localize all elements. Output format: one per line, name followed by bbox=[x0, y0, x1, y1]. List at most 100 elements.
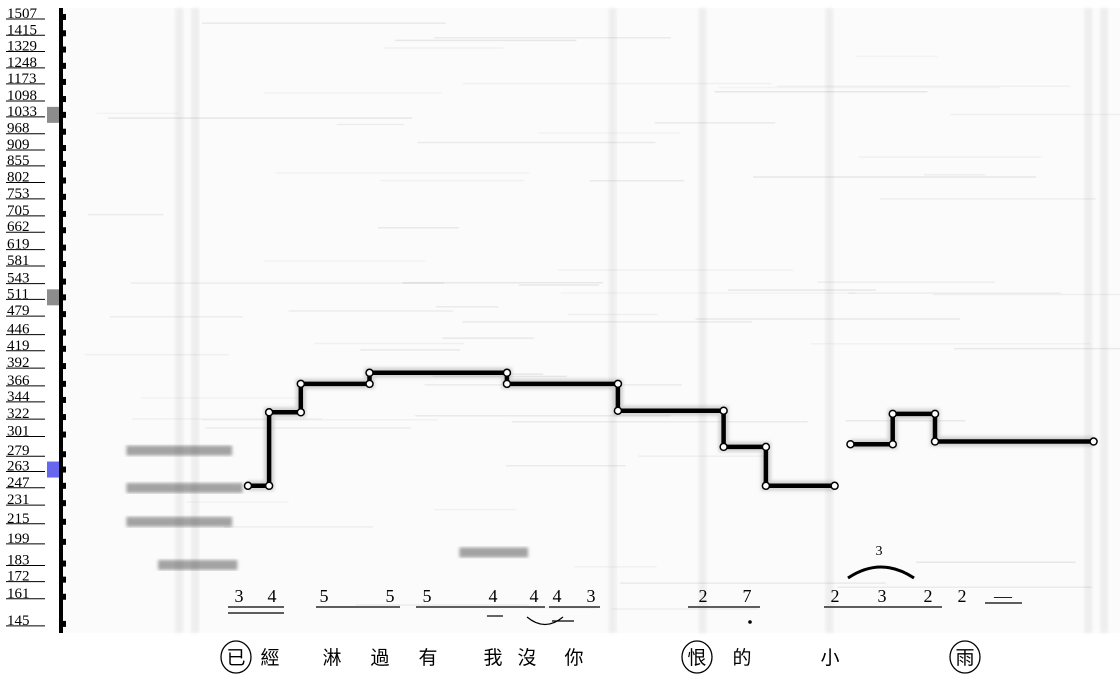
y-tick-label: 543 bbox=[7, 271, 30, 287]
y-tick-label: 215 bbox=[7, 511, 30, 527]
pitch-node bbox=[830, 481, 839, 491]
tick-mark bbox=[59, 620, 66, 627]
pitch-node bbox=[1089, 437, 1098, 446]
triplet-label: 3 bbox=[876, 544, 883, 559]
y-tick-label: 581 bbox=[7, 253, 30, 269]
tick-mark bbox=[59, 145, 66, 152]
y-tick-label: 705 bbox=[7, 203, 30, 219]
tick-mark bbox=[59, 78, 66, 85]
jianpu-underlines bbox=[228, 602, 1022, 626]
accompaniment-bands bbox=[126, 445, 529, 570]
onset-smear bbox=[1084, 8, 1093, 633]
pitch-node bbox=[930, 409, 940, 419]
tick-mark bbox=[59, 396, 66, 403]
tick-mark bbox=[59, 593, 66, 600]
jianpu-note: 3 bbox=[878, 586, 887, 606]
pitch-node bbox=[502, 379, 512, 389]
tick-mark bbox=[59, 177, 66, 184]
pitch-node bbox=[613, 379, 623, 389]
tick-mark bbox=[59, 227, 66, 234]
pitch-node bbox=[761, 481, 771, 491]
spectrogram-noise bbox=[84, 8, 1120, 633]
jianpu-note: 2 bbox=[831, 586, 840, 606]
pitch-node bbox=[243, 481, 253, 491]
tick-mark bbox=[59, 261, 66, 268]
accompaniment-band bbox=[126, 482, 243, 493]
tick-mark bbox=[59, 482, 66, 489]
y-tick-label: 199 bbox=[7, 531, 30, 547]
y-tick-label: 247 bbox=[7, 475, 30, 491]
pitch-trace bbox=[248, 370, 1094, 489]
pitch-node bbox=[296, 408, 306, 417]
tick-mark bbox=[59, 518, 66, 525]
jianpu-notation: 3 4 5 5 5 4 4 4 3 2 7 2 3 2 2 —3已經淋過有我沒你恨的小雨 bbox=[220, 544, 1022, 674]
lyric-char: 沒 bbox=[517, 647, 536, 669]
pitch-node bbox=[365, 368, 374, 378]
y-tick-label: 855 bbox=[7, 153, 30, 169]
tick-mark bbox=[59, 62, 66, 69]
y-tick-label: 366 bbox=[7, 373, 30, 389]
lyric-char: 你 bbox=[564, 647, 583, 669]
y-tick-label: 322 bbox=[7, 406, 30, 422]
tick-highlight bbox=[47, 289, 59, 306]
pitch-node bbox=[502, 368, 512, 378]
lyric-char: 我 bbox=[483, 647, 502, 669]
y-tick-label: 344 bbox=[7, 389, 30, 405]
lyric-char: 的 bbox=[732, 647, 751, 669]
triplet-slur bbox=[847, 565, 915, 580]
pitch-node bbox=[613, 406, 623, 415]
jianpu-note: 4 bbox=[268, 586, 277, 606]
y-tick-label: 419 bbox=[7, 338, 30, 354]
pitch-node bbox=[264, 481, 274, 491]
lyric-char: 已 bbox=[226, 647, 245, 669]
tick-mark bbox=[59, 244, 66, 251]
lyric-circles bbox=[220, 640, 981, 674]
y-tick-label: 392 bbox=[7, 355, 30, 371]
tick-mark bbox=[59, 329, 66, 336]
y-tick-label: 662 bbox=[7, 219, 30, 235]
y-tick-label: 909 bbox=[7, 137, 30, 153]
y-tick-label: 1173 bbox=[7, 71, 36, 87]
tick-mark bbox=[59, 538, 66, 545]
tick-mark bbox=[59, 210, 66, 217]
y-tick-label: 1415 bbox=[7, 22, 37, 38]
tick-mark bbox=[59, 414, 66, 421]
accompaniment-band bbox=[126, 516, 233, 527]
tick-mark bbox=[59, 30, 66, 37]
fundamental-pitch-trace bbox=[243, 367, 1098, 491]
y-tick-label: 183 bbox=[7, 553, 30, 569]
tick-mark bbox=[59, 160, 66, 167]
jianpu-note: 5 bbox=[386, 586, 395, 606]
tick-mark bbox=[59, 111, 66, 118]
jianpu-note: 7 bbox=[743, 586, 752, 606]
y-tick-label: 802 bbox=[7, 169, 30, 185]
onset-smear bbox=[191, 8, 200, 633]
lyric-char: 過 bbox=[370, 647, 389, 669]
y-tick-label: 511 bbox=[7, 286, 29, 302]
onset-smear bbox=[825, 8, 834, 633]
tick-mark bbox=[59, 128, 66, 135]
tick-mark bbox=[59, 96, 66, 103]
pitch-node bbox=[930, 437, 940, 446]
y-tick-label: 1507 bbox=[7, 6, 38, 22]
y-tick-label: 446 bbox=[7, 322, 30, 338]
pitch-node bbox=[296, 379, 306, 389]
y-tick-label: 1098 bbox=[7, 88, 37, 104]
onset-smear bbox=[1100, 8, 1109, 633]
y-tick-label: 279 bbox=[7, 443, 30, 459]
onset-smear bbox=[608, 8, 617, 633]
jianpu-note: 5 bbox=[320, 586, 329, 606]
tick-mark bbox=[59, 560, 66, 567]
tick-mark bbox=[59, 278, 66, 285]
tick-highlight bbox=[47, 106, 59, 123]
jianpu-note: 3 bbox=[587, 586, 596, 606]
onset-smear bbox=[175, 8, 184, 633]
pitch-node bbox=[719, 406, 728, 415]
y-tick-label: 1248 bbox=[7, 55, 37, 71]
tick-mark bbox=[59, 576, 66, 583]
tick-mark bbox=[59, 311, 66, 318]
y-tick-label: 161 bbox=[7, 586, 30, 602]
y-tick-label: 172 bbox=[7, 569, 30, 585]
pitch-node bbox=[888, 439, 897, 449]
jianpu-note: 4 bbox=[553, 586, 562, 606]
